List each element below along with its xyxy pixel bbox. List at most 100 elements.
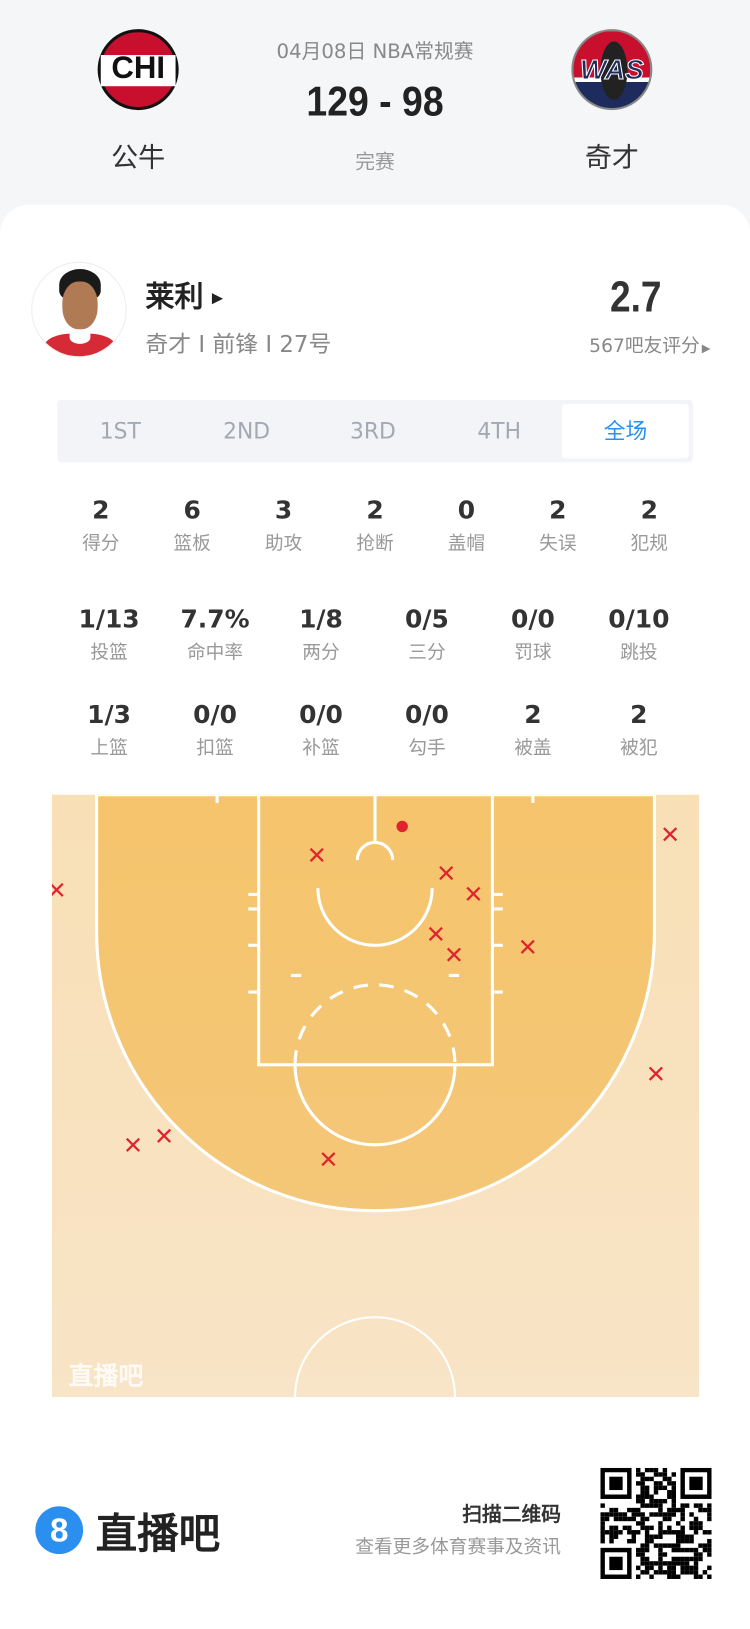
stat-stats_other-2: 0/0 补篮 (268, 699, 374, 760)
stat-stats_shooting-3: 0/5 三分 (374, 604, 480, 665)
shot-chart-court: 直播吧 (51, 794, 700, 1398)
stat-value: 0/0 (510, 604, 555, 634)
chi-team-logo[interactable]: CHI (97, 29, 179, 111)
stat-stats_shooting-5: 0/10 跳投 (586, 604, 692, 665)
stat-stats_main-3: 2 抢断 (329, 494, 420, 555)
shot-missed-marker (51, 882, 64, 897)
shot-missed-marker (520, 939, 535, 954)
stat-label: 被盖 (514, 737, 552, 760)
was-team-logo[interactable]: WAS (571, 29, 653, 111)
stat-label: 命中率 (186, 641, 244, 664)
stat-label: 被犯 (620, 737, 658, 760)
match-status: 完赛 (355, 150, 395, 174)
tab-4th[interactable]: 4TH (477, 418, 522, 444)
stat-stats_main-5: 2 失误 (512, 494, 603, 555)
shot-type-stats-row: 1/3 上篮 0/0 扣篮 0/0 补篮 0/0 勾手 2 被盖 2 被犯 (56, 699, 692, 760)
stat-stats_shooting-4: 0/0 罚球 (480, 604, 586, 665)
stat-stats_main-6: 2 犯规 (604, 494, 695, 555)
stat-value: 2 (92, 495, 110, 525)
stat-value: 0/0 (299, 700, 343, 730)
stat-value: 0/5 (405, 604, 449, 634)
stat-value: 1/3 (87, 700, 131, 730)
stat-label: 扣篮 (196, 737, 234, 760)
tab-全场[interactable]: 全场 (562, 404, 689, 459)
stat-label: 罚球 (514, 641, 552, 664)
shooting-stats-row: 1/13 投篮 7.7% 命中率 1/8 两分 0/5 三分 0/0 罚球 0/10 跳投 (56, 604, 692, 665)
stat-label: 两分 (302, 641, 340, 664)
stat-label: 篮板 (173, 532, 211, 555)
rating-link[interactable]: 567吧友评分 ▶ (589, 331, 710, 358)
tab-3rd[interactable]: 3RD (349, 418, 396, 444)
tab-2nd[interactable]: 2ND (223, 418, 271, 444)
stat-value: 0 (457, 495, 476, 525)
shot-missed-marker (446, 947, 462, 962)
stat-value: 1/13 (78, 604, 140, 634)
stat-label: 勾手 (408, 737, 446, 760)
stat-stats_other-5: 2 被犯 (586, 699, 692, 760)
stat-stats_shooting-2: 1/8 两分 (268, 604, 374, 665)
watermark-logo: 直播吧 (69, 1362, 144, 1391)
stat-value: 0/0 (405, 700, 449, 730)
stat-value: 2 (524, 700, 542, 730)
player-name[interactable]: 莱利 ▶ (145, 274, 223, 316)
shot-missed-marker (663, 827, 678, 842)
stat-label: 助攻 (264, 532, 303, 555)
rating-label: 567吧友评分 (589, 335, 700, 358)
stat-label: 犯规 (630, 532, 668, 555)
stat-stats_other-1: 0/0 扣篮 (162, 699, 268, 760)
qr-title: 扫描二维码 (462, 1503, 561, 1526)
stat-stats_other-0: 1/3 上篮 (56, 699, 162, 760)
stat-value: 0/0 (193, 700, 237, 730)
shot-missed-marker (648, 1066, 663, 1081)
free-throw-circle-dashed (293, 983, 457, 1065)
stat-label: 跳投 (620, 641, 658, 664)
player-avatar[interactable] (31, 261, 127, 358)
period-tabs: 1ST 2ND 3RD 4TH 全场 (57, 399, 693, 463)
player-name-text: 莱利 (145, 279, 204, 314)
brand-name: 直播吧 (95, 1510, 221, 1559)
player-subtitle: 奇才 I 前锋 I 27号 (145, 332, 332, 359)
stat-stats_main-0: 2 得分 (55, 494, 146, 555)
stat-value: 3 (274, 495, 293, 525)
stat-value: 2 (366, 495, 384, 525)
player-rating: 2.7 (609, 272, 662, 321)
brand-8-icon: 8 (35, 1506, 84, 1555)
away-team-name[interactable]: 奇才 (584, 143, 639, 175)
shot-missed-marker (125, 1137, 141, 1152)
home-team-name[interactable]: 公牛 (111, 143, 166, 175)
shot-missed-marker (466, 886, 481, 901)
shot-missed-marker (156, 1128, 172, 1143)
stat-value: 0/10 (608, 604, 670, 634)
stat-label: 三分 (408, 641, 446, 664)
stat-value: 6 (183, 495, 201, 525)
caret-right-icon: ▶ (211, 289, 224, 307)
tab-1st[interactable]: 1ST (99, 418, 141, 444)
stat-stats_shooting-1: 7.7% 命中率 (162, 604, 268, 665)
stat-stats_main-2: 3 助攻 (238, 494, 329, 555)
main-stats-row: 2 得分 6 篮板 3 助攻 2 抢断 0 盖帽 2 失误 2 犯规 (55, 494, 695, 555)
shot-missed-marker (321, 1152, 336, 1167)
brand-logo[interactable]: 8 直播吧 (35, 1500, 220, 1560)
stat-label: 得分 (82, 532, 120, 555)
stat-value: 2 (640, 495, 658, 525)
stat-label: 盖帽 (447, 532, 486, 555)
shot-missed-marker (428, 926, 443, 941)
qr-subtitle: 查看更多体育赛事及资讯 (355, 1536, 561, 1559)
shot-missed-marker (439, 866, 454, 881)
paint-lane (257, 794, 494, 1067)
qr-code[interactable] (600, 1467, 712, 1579)
stat-stats_main-4: 0 盖帽 (421, 494, 512, 555)
stat-label: 投篮 (90, 641, 128, 664)
chi-logo-text: CHI (111, 50, 165, 86)
stat-value: 7.7% (180, 604, 250, 634)
stat-value: 2 (630, 700, 648, 730)
free-throw-circle-solid (293, 1064, 457, 1147)
stat-value: 1/8 (299, 604, 343, 634)
shot-missed-marker (309, 847, 324, 862)
stat-stats_other-4: 2 被盖 (480, 699, 586, 760)
was-logo-text: WAS (579, 53, 644, 86)
stat-label: 抢断 (356, 532, 394, 555)
match-score: 129 - 98 (306, 78, 444, 125)
center-circle (293, 1316, 457, 1398)
stat-stats_main-1: 6 篮板 (146, 494, 237, 555)
